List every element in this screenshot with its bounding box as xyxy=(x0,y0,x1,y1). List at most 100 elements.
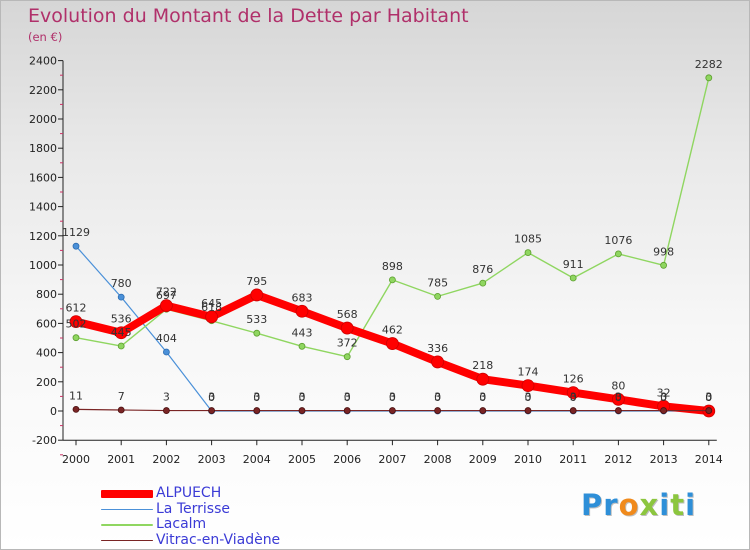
data-label-lacalm: 372 xyxy=(337,337,358,350)
data-label-vitrac-en-viadene: 3 xyxy=(389,391,396,404)
data-point-vitrac-en-viadene xyxy=(343,407,351,414)
data-label-lacalm: 785 xyxy=(427,276,448,289)
data-point-vitrac-en-viadene xyxy=(72,405,80,413)
data-label-alpuech: 174 xyxy=(518,366,539,379)
data-point-alpuech xyxy=(295,304,309,318)
data-label-la-terrisse: 0 xyxy=(434,391,441,404)
data-point-lacalm xyxy=(298,342,306,350)
data-label-alpuech: 645 xyxy=(201,297,222,310)
legend-label: ALPUECH xyxy=(156,485,222,501)
data-label-vitrac-en-viadene: 11 xyxy=(69,389,83,402)
data-label-la-terrisse: 0 xyxy=(705,391,712,404)
data-label-alpuech: 32 xyxy=(657,386,671,399)
y-tick-label: 1200 xyxy=(29,230,57,243)
logo-letter: P xyxy=(581,488,604,522)
legend-swatch xyxy=(101,508,153,511)
logo-letter: r xyxy=(603,488,619,522)
data-label-alpuech: 218 xyxy=(472,359,493,372)
x-tick-label: 2006 xyxy=(333,453,361,466)
y-tick-label: 2000 xyxy=(29,113,57,126)
data-point-alpuech xyxy=(612,392,625,406)
data-label-alpuech: 683 xyxy=(292,291,313,304)
data-label-alpuech: 612 xyxy=(66,302,87,315)
series-line-lacalm xyxy=(75,77,710,358)
data-label-la-terrisse: 0 xyxy=(208,391,215,404)
data-label-vitrac-en-viadene: 3 xyxy=(660,391,667,404)
y-tick-label: 1800 xyxy=(29,142,57,155)
data-point-alpuech xyxy=(385,337,399,350)
legend-label: Vitrac-en-Viadène xyxy=(156,531,281,548)
legend-label: La Terrisse xyxy=(156,500,230,517)
data-label-alpuech: 80 xyxy=(611,379,625,392)
x-tick-label: 2012 xyxy=(604,453,632,466)
data-label-la-terrisse: 0 xyxy=(615,391,622,404)
x-tick-label: 2011 xyxy=(559,453,587,466)
data-label-la-terrisse: 0 xyxy=(660,391,667,404)
data-point-alpuech xyxy=(205,310,219,324)
legend-swatch xyxy=(101,524,153,526)
data-point-alpuech xyxy=(521,379,535,392)
data-point-lacalm xyxy=(660,261,667,269)
x-tick-label: 2013 xyxy=(650,453,678,466)
data-label-lacalm: 876 xyxy=(472,263,493,276)
data-point-alpuech xyxy=(431,355,445,369)
x-tick-label: 2014 xyxy=(695,453,723,466)
data-label-la-terrisse: 0 xyxy=(479,391,486,404)
y-tick-label: 1600 xyxy=(29,171,57,184)
data-label-vitrac-en-viadene: 3 xyxy=(163,391,170,404)
data-point-alpuech xyxy=(476,372,490,386)
y-tick-label: 800 xyxy=(36,288,57,301)
data-label-vitrac-en-viadene: 3 xyxy=(479,391,486,404)
data-label-lacalm: 1085 xyxy=(514,233,542,246)
data-point-vitrac-en-viadene xyxy=(569,407,577,414)
legend-swatch xyxy=(101,539,153,542)
data-label-vitrac-en-viadene: 7 xyxy=(118,390,125,403)
y-tick-label: -200 xyxy=(32,434,57,447)
data-point-lacalm xyxy=(117,342,125,350)
data-label-la-terrisse: 0 xyxy=(344,391,351,404)
x-tick-label: 2002 xyxy=(152,453,180,466)
chart-title: Evolution du Montant de la Dette par Hab… xyxy=(28,5,469,27)
data-point-alpuech xyxy=(340,321,354,335)
data-point-alpuech xyxy=(250,288,264,302)
data-label-alpuech: 722 xyxy=(156,286,177,299)
data-label-la-terrisse: 0 xyxy=(389,391,396,404)
data-point-lacalm xyxy=(343,353,351,361)
data-point-vitrac-en-viadene xyxy=(615,407,622,414)
data-point-lacalm xyxy=(524,249,532,256)
data-point-alpuech xyxy=(69,315,83,329)
data-label-lacalm: 533 xyxy=(246,313,267,326)
data-label-la-terrisse: 404 xyxy=(156,332,177,345)
data-label-lacalm: 1076 xyxy=(604,234,632,247)
data-point-vitrac-en-viadene xyxy=(208,407,216,414)
data-label-vitrac-en-viadene: 3 xyxy=(344,391,351,404)
x-tick-label: 2009 xyxy=(469,453,497,466)
data-label-lacalm: 502 xyxy=(66,318,87,331)
data-label-lacalm: 911 xyxy=(563,258,584,271)
data-label-lacalm: 618 xyxy=(201,301,222,314)
x-tick-label: 2010 xyxy=(514,453,542,466)
data-point-vitrac-en-viadene xyxy=(524,407,532,414)
data-point-lacalm xyxy=(569,274,577,282)
data-label-alpuech: 126 xyxy=(563,373,584,386)
data-label-lacalm: 998 xyxy=(653,245,674,258)
y-tick-label: 0 xyxy=(50,405,57,418)
data-point-la-terrisse xyxy=(117,293,125,301)
y-tick-label: 1000 xyxy=(29,259,57,272)
data-point-alpuech xyxy=(159,299,173,312)
y-tick-label: 600 xyxy=(36,317,57,330)
data-label-vitrac-en-viadene: 3 xyxy=(299,391,306,404)
data-point-lacalm xyxy=(253,329,261,337)
x-tick-label: 2008 xyxy=(424,453,452,466)
data-label-alpuech: 336 xyxy=(427,342,448,355)
data-label-lacalm: 2282 xyxy=(695,58,723,71)
data-point-vitrac-en-viadene xyxy=(660,407,667,414)
proxiti-logo: Proxiti xyxy=(581,488,696,522)
logo-letter: i xyxy=(685,488,697,522)
legend-label: Lacalm xyxy=(156,516,207,532)
data-label-alpuech: 568 xyxy=(337,308,358,321)
data-point-vitrac-en-viadene xyxy=(705,407,713,414)
x-tick-label: 2004 xyxy=(243,453,271,466)
data-label-vitrac-en-viadene: 3 xyxy=(208,391,215,404)
